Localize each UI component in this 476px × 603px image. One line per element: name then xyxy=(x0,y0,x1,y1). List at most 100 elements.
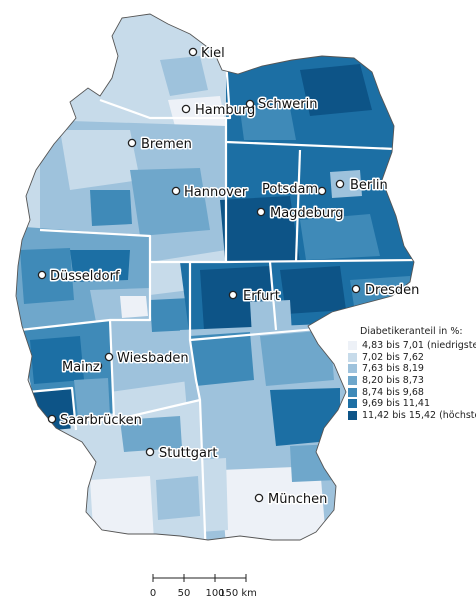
city-marker-icon xyxy=(317,186,327,196)
scale-bar-tick-label: 0 xyxy=(150,588,156,599)
city-magdeburg: Magdeburg xyxy=(256,205,345,223)
legend-swatch xyxy=(348,387,357,397)
legend-label: 9,69 bis 11,41 xyxy=(362,398,431,410)
scale-bar-graphic: 0 50 100 150 km xyxy=(150,574,257,599)
city-label: Kiel xyxy=(201,46,225,61)
border-brandenburg-south xyxy=(225,258,414,264)
city-layer: Kiel Hamburg Schwerin Bremen Berlin Pots… xyxy=(37,45,421,509)
city-marker-icon xyxy=(228,290,238,300)
legend-title: Diabetikeranteil in %: xyxy=(360,326,463,337)
region-oberfranken xyxy=(260,330,334,386)
choropleth-regions xyxy=(16,14,414,540)
border-anhalt-brandenburg xyxy=(294,149,302,263)
border-sh xyxy=(99,59,232,120)
legend-label: 11,42 bis 15,42 (höchster) xyxy=(362,409,476,421)
city-marker-icon xyxy=(256,207,266,217)
legend-row: 7,02 bis 7,62 xyxy=(348,352,476,364)
city-label: Potsdam xyxy=(262,182,318,197)
state-borders xyxy=(19,59,414,540)
region-brandenburg-south xyxy=(300,214,380,260)
city-label: München xyxy=(268,492,327,507)
city-label: Düsseldorf xyxy=(50,269,120,284)
legend-swatch xyxy=(348,364,357,374)
city-kiel: Kiel xyxy=(188,45,226,63)
region-alb xyxy=(156,476,200,520)
legend-label: 7,63 bis 8,19 xyxy=(362,363,424,375)
legend-row: 8,74 bis 9,68 xyxy=(348,386,476,398)
scale-bar-tick-label: 50 xyxy=(178,588,191,599)
city-wiesbaden: Wiesbaden xyxy=(104,350,190,368)
region-berlin xyxy=(330,170,362,198)
city-saarbruecken: Saarbrücken xyxy=(47,412,143,430)
city-marker-icon xyxy=(335,179,345,189)
region-oberpfalz xyxy=(270,388,340,446)
region-oberbayern xyxy=(220,466,326,540)
city-label: Magdeburg xyxy=(270,206,344,221)
city-marker-icon xyxy=(171,186,181,196)
legend-label: 8,20 bis 8,73 xyxy=(362,375,424,387)
city-label: Dresden xyxy=(365,283,419,298)
legend-swatch xyxy=(348,352,357,362)
city-muenchen: München xyxy=(254,491,329,509)
city-berlin: Berlin xyxy=(335,177,389,195)
border-ns-east xyxy=(150,142,228,264)
legend-row: 11,42 bis 15,42 (höchster) xyxy=(348,410,476,422)
legend-row: 8,20 bis 8,73 xyxy=(348,375,476,387)
legend-swatch xyxy=(348,341,357,351)
city-label: Hamburg xyxy=(195,103,255,118)
legend-label: 7,02 bis 7,62 xyxy=(362,351,424,363)
legend-row: 9,69 bis 11,41 xyxy=(348,398,476,410)
city-stuttgart: Stuttgart xyxy=(145,445,219,463)
border-nrw-south xyxy=(19,262,152,332)
city-label: Schwerin xyxy=(258,97,317,112)
city-label: Bremen xyxy=(141,137,192,152)
legend-swatch xyxy=(348,376,357,386)
city-marker-icon xyxy=(188,47,198,57)
city-marker-icon xyxy=(351,284,361,294)
border-saarland xyxy=(27,386,78,431)
region-ns-south xyxy=(130,168,210,236)
city-dresden: Dresden xyxy=(351,282,421,300)
region-hamburg xyxy=(168,96,226,130)
region-mv-east xyxy=(300,64,372,116)
city-marker-icon xyxy=(37,270,47,280)
city-label: Wiesbaden xyxy=(117,351,189,366)
legend-label: 4,83 bis 7,01 (niedrigster) xyxy=(362,340,476,352)
city-label: Erfurt xyxy=(243,289,280,304)
region-ruhr xyxy=(70,250,130,282)
scale-bar-tick-label: 100 xyxy=(205,588,224,599)
city-marker-icon xyxy=(181,104,191,114)
legend-row: 4,83 bis 7,01 (niedrigster) xyxy=(348,340,476,352)
city-marker-icon xyxy=(104,352,114,362)
region-unterfranken xyxy=(190,332,254,386)
scale-bar: 0 50 100 150 km xyxy=(140,574,260,600)
map-legend: Diabetikeranteil in %: 4,83 bis 7,01 (ni… xyxy=(348,326,476,421)
city-hamburg: Hamburg xyxy=(181,102,257,120)
region-sh-inner xyxy=(160,56,208,96)
region-mittelfranken xyxy=(200,396,266,456)
city-mainz: Mainz xyxy=(61,359,103,377)
city-marker-icon xyxy=(145,447,155,457)
region-sachsen-anhalt xyxy=(220,196,300,270)
city-label: Mainz xyxy=(62,360,100,375)
region-nrw-rhine xyxy=(20,248,74,304)
city-marker-icon xyxy=(47,414,57,424)
city-potsdam: Potsdam xyxy=(261,181,327,199)
city-hannover: Hannover xyxy=(171,184,249,202)
region-mv-south xyxy=(240,108,296,140)
city-label: Saarbrücken xyxy=(60,413,142,428)
city-label: Stuttgart xyxy=(159,446,217,461)
region-ns-west xyxy=(60,130,140,190)
border-hessen-east xyxy=(188,262,202,401)
city-bremen: Bremen xyxy=(127,136,193,154)
region-hessen-east xyxy=(150,298,192,332)
scale-bar-tick-label: 150 km xyxy=(219,588,257,599)
border-ns-nrw xyxy=(39,228,152,262)
city-label: Hannover xyxy=(184,185,248,200)
city-marker-icon xyxy=(93,361,103,371)
region-hessen-north xyxy=(120,296,148,318)
city-label: Berlin xyxy=(350,178,388,193)
border-bw-bayern xyxy=(113,398,208,540)
region-schwarzwald xyxy=(90,476,154,540)
